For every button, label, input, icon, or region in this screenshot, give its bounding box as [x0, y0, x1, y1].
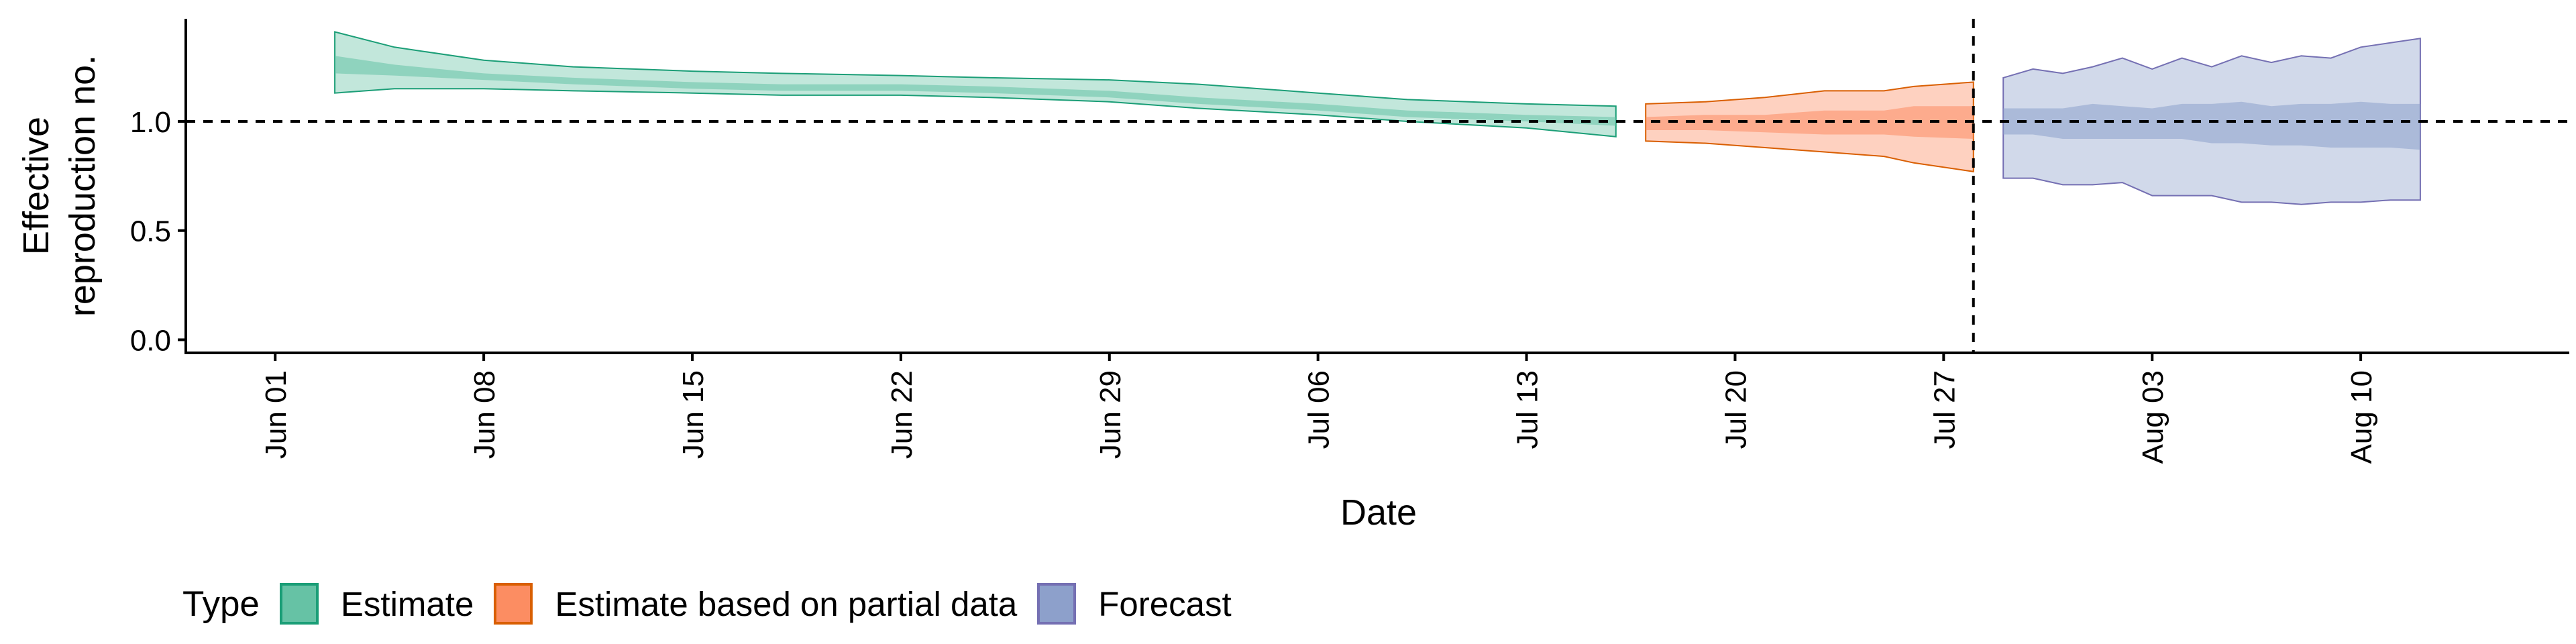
- legend-key-estimate: [279, 583, 319, 625]
- legend-key-partial: [494, 583, 533, 625]
- legend-title: Type: [182, 584, 260, 624]
- legend-item-partial: Estimate based on partial data: [494, 583, 1017, 625]
- y-tick-label: 0.5: [130, 215, 171, 248]
- axis-labels: Date Effective reproduction no.: [16, 55, 1417, 533]
- x-tick-label: Jun 29: [1094, 370, 1127, 459]
- y-axis-title: Effective reproduction no.: [16, 55, 103, 317]
- legend-label-partial: Estimate based on partial data: [555, 584, 1018, 623]
- y-tick-label: 1.0: [130, 106, 171, 139]
- bands-layer: [334, 31, 2421, 205]
- x-tick-label: Aug 10: [2345, 370, 2378, 464]
- axes-layer: 0.0 0.5 1.0 Jun 01 Jun 08 Jun 15 Jun 22 Jun 29 J…: [130, 19, 2569, 464]
- legend-item-forecast: Forecast: [1037, 583, 1232, 625]
- y-axis-title-line: reproduction no.: [62, 55, 103, 317]
- legend-label-estimate: Estimate: [340, 584, 474, 623]
- band-90-estimate: [334, 31, 1617, 138]
- band-50-forecast: [2003, 101, 2420, 150]
- x-tick-label: Jul 13: [1511, 370, 1544, 449]
- x-tick-label: Aug 03: [2137, 370, 2169, 464]
- x-tick-label: Jun 15: [677, 370, 710, 459]
- x-tick-label: Jun 08: [468, 370, 501, 459]
- legend-item-estimate: Estimate: [279, 583, 474, 625]
- band-50-estimate: [335, 56, 1616, 126]
- y-tick-label: 0.0: [130, 324, 171, 357]
- y-axis-title-line: Effective: [16, 117, 56, 255]
- x-tick-label: Jul 27: [1928, 370, 1961, 449]
- legend-label-forecast: Forecast: [1098, 584, 1232, 623]
- x-tick-label: Jun 01: [260, 370, 292, 459]
- reference-lines: [186, 19, 2569, 353]
- legend-key-forecast: [1037, 583, 1077, 625]
- x-axis-title: Date: [1340, 492, 1417, 533]
- x-tick-label: Jul 20: [1719, 370, 1752, 449]
- legend: Type Estimate Estimate based on partial …: [182, 574, 1252, 634]
- x-tick-label: Jul 06: [1303, 370, 1336, 449]
- x-tick-label: Jun 22: [885, 370, 918, 459]
